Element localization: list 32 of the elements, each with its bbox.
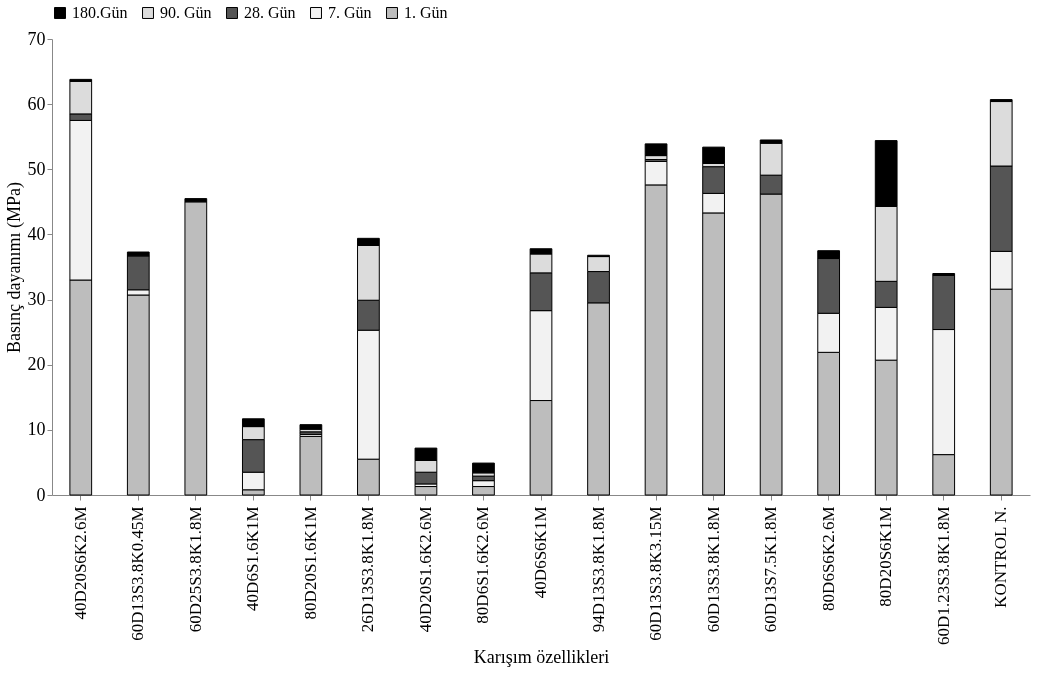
- y-axis-title: Basınç dayanımı (MPa): [3, 182, 25, 353]
- y-tick-label: 30: [27, 289, 46, 310]
- legend-label: 180.Gün: [72, 4, 128, 21]
- x-tick-label: 60D25S3.8K1.8M: [185, 506, 205, 633]
- x-tick-label: 60D1.23S3.8K1.8M: [933, 506, 953, 645]
- x-tick-label: 60D13S3.8K1.8M: [703, 506, 723, 633]
- legend-label: 1. Gün: [404, 4, 448, 21]
- x-tick-label: 40D20S6K2.6M: [70, 506, 90, 620]
- y-tick-label: 10: [27, 419, 46, 440]
- y-tick-label: 60: [27, 93, 46, 114]
- y-tick-label: 0: [36, 484, 46, 505]
- legend-label: 90. Gün: [160, 4, 212, 21]
- x-tick-label: 80D20S6K1M: [876, 506, 896, 607]
- legend-label: 28. Gün: [244, 4, 296, 21]
- y-tick-label: 70: [27, 28, 46, 49]
- x-tick-label: 94D13S3.8K1.8M: [588, 506, 608, 633]
- y-tick-label: 20: [27, 354, 46, 375]
- x-tick-label: 80D6S1.6K2.6M: [473, 506, 493, 624]
- x-tick-label: 60D13S3.8K0.45M: [128, 506, 148, 641]
- x-axis-title: Karışım özellikleri: [473, 646, 610, 667]
- x-tick-label: 60D13S3.8K3.15M: [646, 506, 666, 641]
- x-tick-label: 80D20S1.6K1M: [300, 506, 320, 620]
- legend-label: 7. Gün: [328, 4, 372, 21]
- x-tick-label: 80D6S6K2.6M: [818, 506, 838, 611]
- x-tick-label: 40D6S6K1M: [531, 506, 550, 599]
- x-tick-label: KONTROL N.: [991, 506, 1011, 608]
- y-tick-label: 50: [27, 158, 46, 179]
- x-tick-label: 60D13S7.5K1.8M: [761, 506, 781, 633]
- x-tick-label: 26D13S3.8K1.8M: [358, 506, 378, 633]
- y-tick-label: 40: [27, 223, 46, 244]
- x-tick-label: 40D20S1.6K2.6M: [415, 506, 435, 633]
- x-tick-label: 40D6S1.6K1M: [243, 506, 263, 611]
